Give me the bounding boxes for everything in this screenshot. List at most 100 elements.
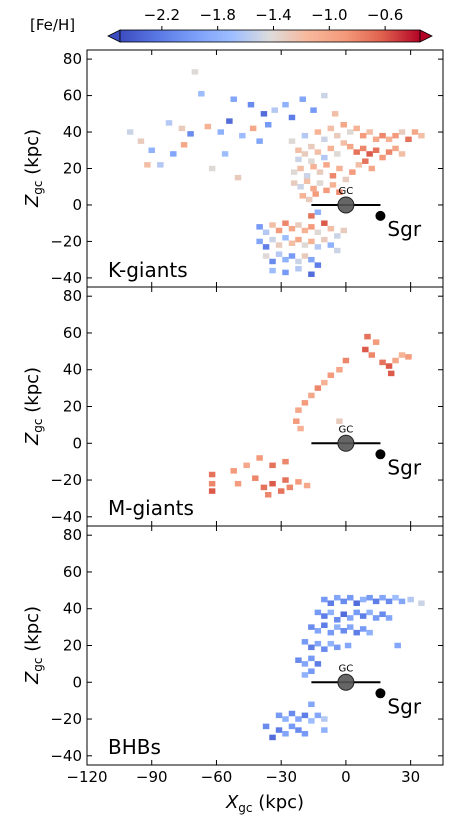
heatmap-cell [344,642,352,649]
heatmap-cell [340,611,347,618]
k-giants-frame [86,49,444,288]
heatmap-cell [256,224,263,230]
heatmap-cell [314,229,322,236]
heatmap-cell [271,107,278,113]
heatmap-cell [262,244,270,250]
y-tick-label: −40 [50,508,82,526]
heatmap-cell [308,158,315,164]
heatmap-cell [334,624,341,630]
panel-k-giants: GC Sgr −40 −20 0 20 40 60 80 K-giants Zgc (kpc) [22,49,444,288]
heatmap-cell [308,644,315,651]
bhbs-overlay: GC Sgr [311,663,422,718]
heatmap-cell [372,598,380,605]
colorbar-extend-low [107,29,121,43]
heatmap-cell [282,730,289,737]
colorbar-ticks: −2.2 −1.8 −1.4 −1.0 −0.6 [144,6,403,30]
heatmap-cell [314,244,322,250]
heatmap-cell [252,475,259,481]
heatmap-cell [308,668,315,674]
heatmap-cell [366,129,373,135]
x-tick-label: −120 [66,768,107,786]
heatmap-cell [308,213,315,219]
heatmap-cell [342,357,350,364]
heatmap-cell [277,488,285,494]
sgr-marker [375,210,386,221]
heatmap-cell [230,468,237,474]
x-axis-label: Xgc (kpc) [225,792,304,815]
heatmap-cell [187,131,194,137]
heatmap-cell [362,346,369,353]
heatmap-cell [308,701,315,708]
heatmap-cell [295,156,302,163]
heatmap-cell [387,370,395,377]
heatmap-cell [340,227,347,234]
heatmap-cell [256,238,263,245]
heatmap-cell [288,723,296,730]
heatmap-cell [340,122,347,128]
y-tick-label: 0 [72,673,82,691]
heatmap-cell [327,125,335,132]
heatmap-cell [321,646,328,652]
heatmap-cell [288,710,296,717]
heatmap-cell [327,145,335,152]
y-tick-label: 80 [63,50,82,68]
x-tick-label: −90 [136,768,168,786]
heatmap-cell [353,125,360,132]
colorbar-tick-label: −2.2 [144,6,180,24]
heatmap-cell [334,247,341,254]
heatmap-cell [256,455,263,461]
bhbs-heatmap [262,594,425,741]
heatmap-cell [327,609,335,616]
heatmap-cell [295,222,302,228]
heatmap-cell [308,392,315,399]
heatmap-cell [359,626,367,632]
heatmap-cell [372,136,380,143]
heatmap-cell [385,149,393,155]
y-tick-label: −40 [50,747,82,765]
heatmap-cell [336,165,343,172]
heatmap-cell [301,227,309,234]
heatmap-cell [178,125,186,132]
heatmap-cell [148,147,155,154]
heatmap-cell [310,185,317,192]
panel-bhbs: GC Sgr −40 −20 0 20 40 60 80 BHBs Zgc (kpc) [22,525,444,766]
heatmap-cell [262,723,270,730]
x-tick-labels: −120 −90 −60 −30 0 30 [66,768,420,786]
heatmap-cell [293,418,300,424]
y-tick-label: −20 [50,232,82,250]
heatmap-cell [295,407,302,413]
heatmap-cell [301,400,309,406]
colorbar-gradient [119,29,421,43]
gc-marker [337,673,355,691]
heatmap-cell [327,629,335,636]
heatmap-cell [303,178,311,184]
heatmap-cell [275,227,283,234]
heatmap-cell [282,269,289,276]
heatmap-cell [364,333,371,340]
heatmap-cell [394,642,401,649]
heatmap-cell [301,712,309,719]
heatmap-cell [208,471,216,478]
gc-marker [337,196,355,214]
colorbar-label: [Fe/H] [30,16,75,34]
heatmap-cell [392,145,399,152]
heatmap-cell [336,418,343,424]
heatmap-cell [342,176,350,183]
heatmap-cell [314,712,322,719]
y-tick-label: 0 [72,434,82,452]
heatmap-cell [334,594,341,601]
heatmap-cell [346,594,354,601]
y-tick-label: −20 [50,471,82,489]
heatmap-cell [314,661,322,667]
k-giants-overlay: GC Sgr [311,186,422,241]
heatmap-cell [379,359,386,366]
y-tick-label: 60 [63,324,82,342]
heatmap-cell [308,224,315,230]
heatmap-cell [269,267,276,274]
heatmap-cell [366,151,373,157]
heatmap-cell [355,162,363,168]
sgr-marker [375,688,386,699]
heatmap-cell [288,138,296,144]
y-tick-label: 80 [63,526,82,544]
heatmap-cell [269,480,276,487]
